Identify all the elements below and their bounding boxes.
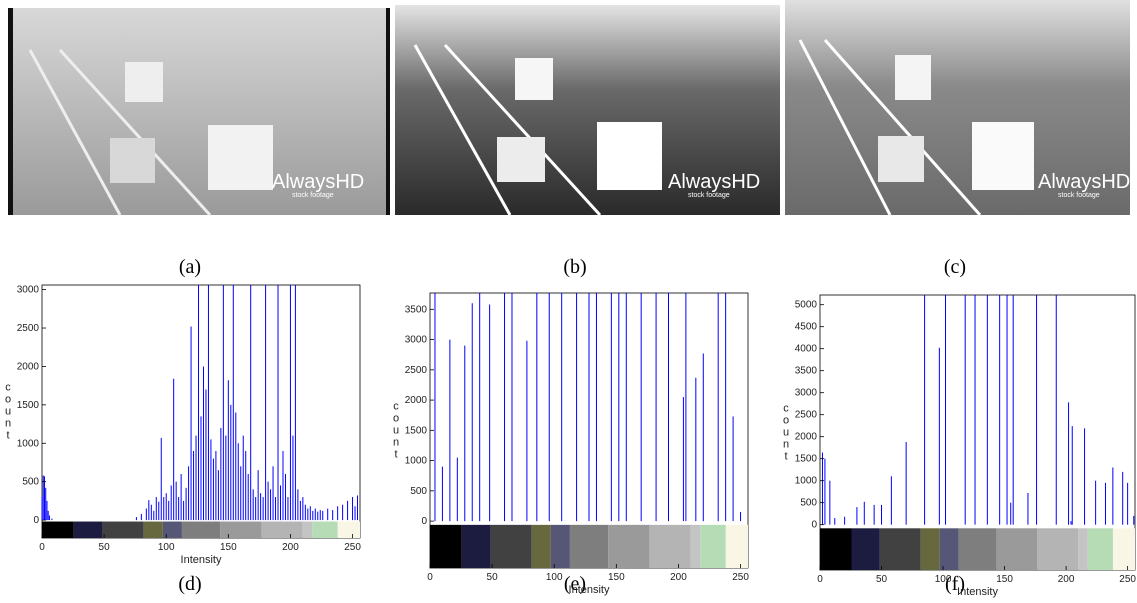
y-tick-label: 2000 [17,361,40,372]
y-tick-label: 3500 [405,304,428,315]
x-tick-label: 100 [158,542,175,553]
colorbar-segment [1088,528,1113,570]
figure: AlwaysHDstock footageAlwaysHDstock foota… [0,0,1137,603]
colorbar-segment [921,528,940,570]
y-tick-label: 0 [421,516,427,527]
y-axis-label: count [390,401,402,461]
caption: (d) [178,573,201,595]
x-tick-label: 200 [1058,574,1075,585]
y-tick-label: 1500 [795,454,818,465]
x-tick-label: 50 [99,542,111,553]
y-tick-label: 2500 [405,365,428,376]
x-tick-label: 50 [876,574,888,585]
x-tick-label: 100 [935,574,952,585]
x-tick-label: 0 [39,542,45,553]
y-tick-label: 500 [22,477,39,488]
watermark: AlwaysHD [272,171,364,193]
y-tick-label: 3500 [795,366,818,377]
colorbar-segment [261,522,302,538]
y-tick-label: 500 [410,486,427,497]
x-tick-label: 0 [427,572,433,583]
colorbar-segment [1113,528,1135,570]
colorbar-segment [551,525,570,568]
colorbar-segment [608,525,649,568]
colorbar-segment [1078,528,1087,570]
colorbar-segment [1037,528,1078,570]
watermark: AlwaysHD [1038,171,1130,193]
watermark-sub: stock footage [1058,192,1100,199]
caption: (c) [944,256,966,278]
y-tick-label: 4500 [795,322,818,333]
colorbar-segment [490,525,531,568]
y-tick-label: 0 [811,520,817,531]
y-axis-label: count [2,382,14,442]
colorbar-segment [959,528,997,570]
x-tick-label: 250 [344,542,361,553]
y-tick-label: 1000 [405,456,428,467]
y-tick-label: 1500 [17,400,40,411]
x-axis-label: Intensity [569,584,610,596]
colorbar-segment [570,525,608,568]
colorbar-segment [163,522,182,538]
colorbar-segment [102,522,143,538]
x-tick-label: 150 [608,572,625,583]
colorbar-segment [649,525,690,568]
colorbar-segment [220,522,261,538]
colorbar-segment [312,522,337,538]
y-tick-label: 3000 [795,388,818,399]
y-tick-label: 3000 [405,335,428,346]
watermark-sub: stock footage [688,192,730,199]
colorbar-segment [182,522,220,538]
y-tick-label: 4000 [795,344,818,355]
colorbar-segment [940,528,959,570]
colorbar-segment [700,525,725,568]
x-tick-label: 200 [670,572,687,583]
y-tick-label: 1000 [795,476,818,487]
colorbar-segment [42,522,74,538]
colorbar-segment [852,528,880,570]
colorbar-segment [532,525,551,568]
colorbar-segment [880,528,921,570]
colorbar-segment [74,522,103,538]
x-tick-label: 250 [732,572,749,583]
colorbar-segment [303,522,313,538]
x-tick-label: 0 [817,574,823,585]
y-tick-label: 0 [33,515,39,526]
y-tick-label: 1500 [405,425,428,436]
colorbar-segment [726,525,748,568]
y-tick-label: 1000 [17,438,40,449]
y-tick-label: 3000 [17,285,40,296]
x-tick-label: 250 [1119,574,1136,585]
y-tick-label: 5000 [795,300,818,311]
x-tick-label: 200 [282,542,299,553]
y-tick-label: 2500 [17,323,40,334]
x-axis-label: Intensity [181,554,222,566]
colorbar-segment [462,525,491,568]
x-axis-label: Intensity [957,586,998,598]
colorbar-segment [144,522,163,538]
y-tick-label: 500 [800,498,817,509]
x-tick-label: 150 [220,542,237,553]
x-tick-label: 150 [996,574,1013,585]
x-tick-label: 50 [487,572,499,583]
y-tick-label: 2000 [795,432,818,443]
y-tick-label: 2000 [405,395,428,406]
caption: (b) [563,256,586,278]
x-tick-label: 100 [546,572,563,583]
colorbar-segment [430,525,462,568]
y-tick-label: 2500 [795,410,818,421]
colorbar-segment [996,528,1037,570]
watermark-sub: stock footage [292,192,334,199]
colorbar-segment [820,528,852,570]
colorbar-segment [691,525,701,568]
y-axis-label: count [780,403,792,463]
watermark: AlwaysHD [668,171,760,193]
colorbar-segment [338,522,360,538]
caption: (a) [179,256,201,278]
